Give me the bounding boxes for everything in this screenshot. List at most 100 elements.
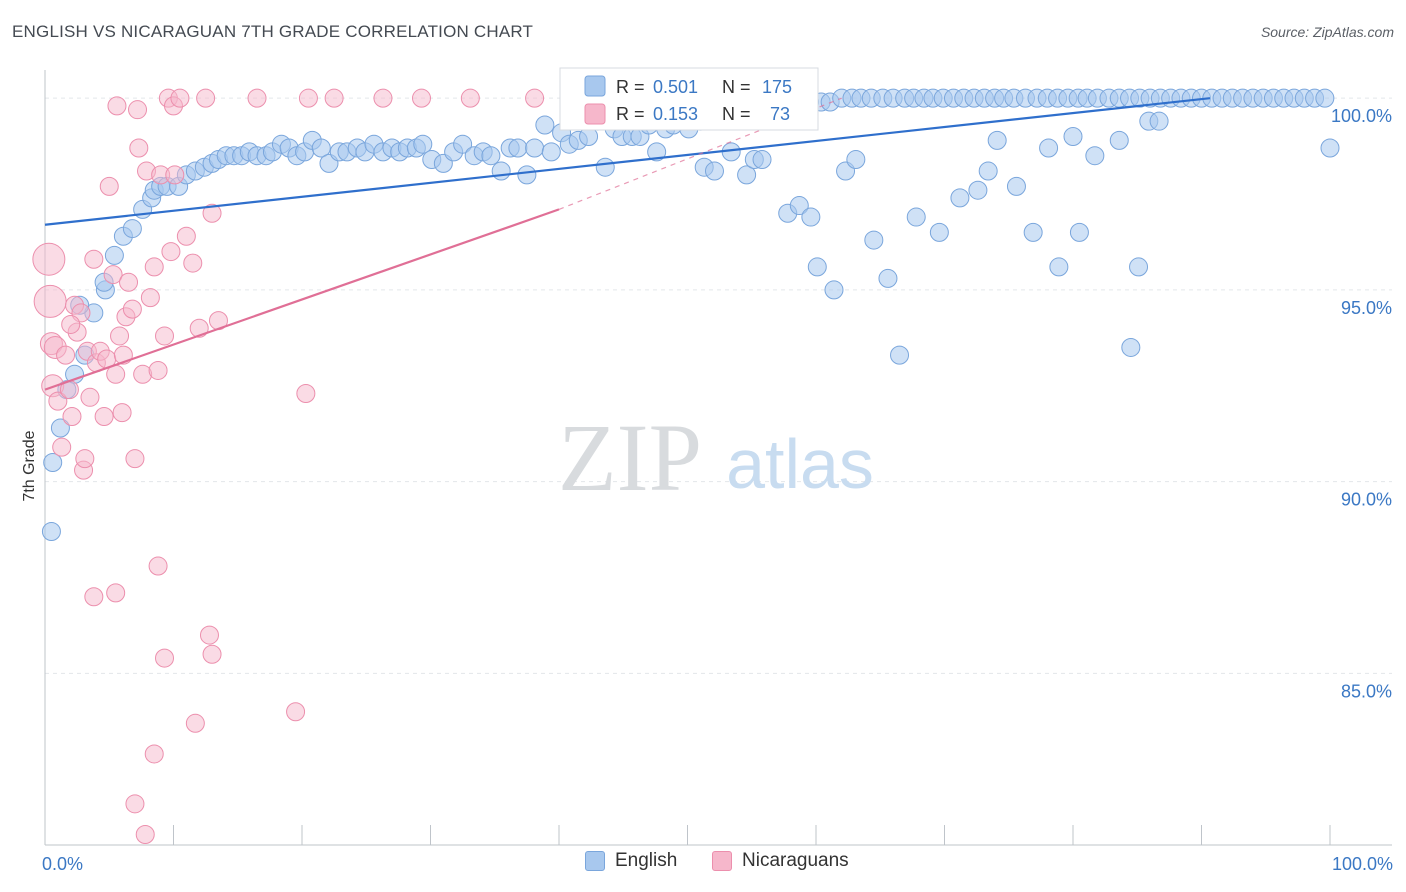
nicaraguan-point [373, 88, 393, 108]
source-label: Source: ZipAtlas.com [1260, 24, 1394, 40]
english-point [1121, 337, 1141, 357]
english-point [752, 150, 772, 170]
english-point [1039, 138, 1059, 158]
legend-english-label: English [615, 850, 678, 871]
english-point [647, 142, 667, 162]
english-point [1149, 111, 1169, 131]
watermark-zip: ZIP [558, 404, 702, 511]
legend-english-swatch [585, 851, 605, 871]
english-point [890, 345, 910, 365]
stats-nicaraguan-n-value: 73 [770, 104, 790, 124]
nicaraguan-point [460, 88, 480, 108]
english-point [491, 161, 511, 181]
nicaraguan-point [80, 387, 100, 407]
legend-nicaraguan-label: Nicaraguans [742, 850, 849, 871]
stats-nicaraguan-r-label: R = [616, 104, 645, 124]
nicaraguan-point [52, 437, 72, 457]
nicaraguan-point [202, 644, 222, 664]
english-point [1129, 257, 1149, 277]
nicaraguan-point [94, 406, 114, 426]
nicaraguan-point [56, 345, 76, 365]
y-tick-label: 90.0% [1341, 490, 1392, 510]
english-point [311, 138, 331, 158]
nicaraguan-point [298, 88, 318, 108]
stats-nicaraguan-r-value: 0.153 [653, 104, 698, 124]
english-point [987, 130, 1007, 150]
nicaraguan-point [84, 249, 104, 269]
nicaraguan-point [75, 449, 95, 469]
nicaraguan-point [165, 165, 185, 185]
chart-title: ENGLISH VS NICARAGUAN 7TH GRADE CORRELAT… [12, 22, 534, 41]
english-point [481, 146, 501, 166]
english-point [122, 219, 142, 239]
english-point [508, 138, 528, 158]
stats-english-r-value: 0.501 [653, 77, 698, 97]
nicaraguan-point [61, 314, 81, 334]
nicaraguan-point [122, 299, 142, 319]
nicaraguan-point [247, 88, 267, 108]
x-tick-label: 0.0% [42, 854, 83, 874]
nicaraguan-point [176, 226, 196, 246]
axes [44, 70, 1392, 846]
english-point [824, 280, 844, 300]
nicaraguan-point [183, 253, 203, 273]
english-point [906, 207, 926, 227]
nicaraguan-point [189, 318, 209, 338]
watermark: ZIP atlas [558, 404, 874, 511]
english-point [968, 180, 988, 200]
nicaraguan-point [155, 326, 175, 346]
english-point [1063, 127, 1083, 147]
y-tick-label: 95.0% [1341, 298, 1392, 318]
english-trend-line [44, 97, 1211, 226]
nicaraguan-point [128, 100, 148, 120]
y-tick-label: 100.0% [1331, 106, 1392, 126]
nicaraguan-point [135, 824, 155, 844]
nicaraguan-point [48, 391, 68, 411]
english-point [878, 268, 898, 288]
nicaraguan-point [125, 449, 145, 469]
english-point [789, 196, 809, 216]
english-point [807, 257, 827, 277]
nicaraguan-point [112, 403, 132, 423]
nicaraguan-point [62, 406, 82, 426]
stats-nicaraguan-swatch [584, 103, 606, 125]
stats-english-n-label: N = [722, 77, 751, 97]
english-point [704, 161, 724, 181]
english-point [950, 188, 970, 208]
english-point [737, 165, 757, 185]
nicaraguan-point [196, 88, 216, 108]
english-point [929, 222, 949, 242]
nicaraguan-point [170, 88, 190, 108]
x-tick-label: 100.0% [1332, 854, 1393, 874]
nicaraguan-points [32, 88, 545, 844]
english-point [535, 115, 555, 135]
nicaraguan-point [155, 648, 175, 668]
legend-item-english[interactable]: English [585, 850, 677, 872]
nicaraguan-point [119, 272, 139, 292]
stats-nicaraguan-n-label: N = [722, 104, 751, 124]
english-point [413, 134, 433, 154]
y-axis-label: 7th Grade [21, 430, 38, 501]
english-point [525, 138, 545, 158]
nicaraguan-point [33, 284, 67, 318]
english-point [43, 453, 63, 472]
nicaraguan-point [185, 713, 205, 733]
legend: English Nicaraguans [0, 850, 1406, 880]
english-point [1315, 88, 1335, 108]
nicaraguan-point [286, 702, 306, 722]
nicaraguan-point [148, 556, 168, 576]
nicaraguan-point [296, 383, 316, 403]
nicaraguan-point [99, 176, 119, 196]
english-point [1109, 130, 1129, 150]
watermark-atlas: atlas [726, 425, 874, 503]
english-point [41, 522, 61, 542]
nicaraguan-point [32, 242, 66, 276]
english-point [1049, 257, 1069, 277]
stats-english-r-label: R = [616, 77, 645, 97]
nicaraguan-point [148, 360, 168, 380]
legend-item-nicaraguans[interactable]: Nicaraguans [712, 850, 849, 872]
nicaraguan-point [129, 138, 149, 158]
stats-box: R = 0.501 N = 175 R = 0.153 N = 73 [559, 67, 819, 131]
english-point [1023, 222, 1043, 242]
